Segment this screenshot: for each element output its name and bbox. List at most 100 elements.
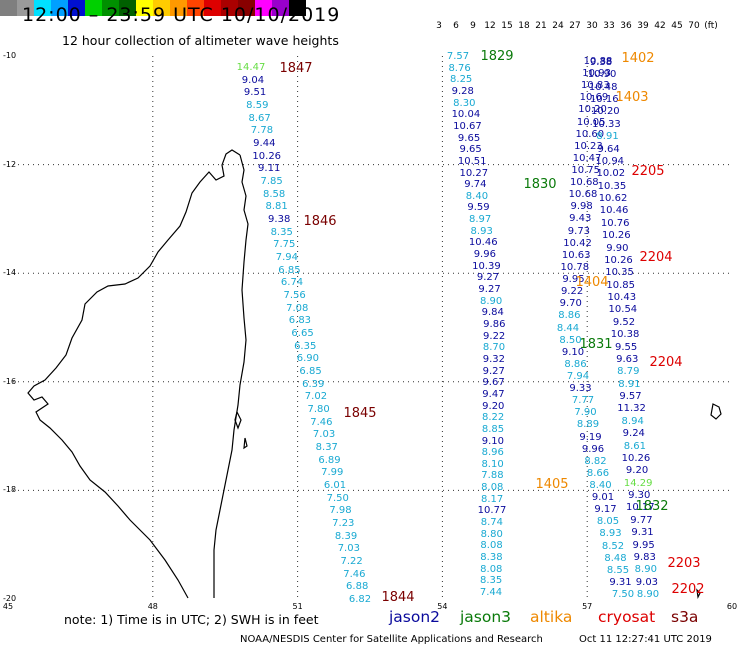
swh-value-label: 8.40 [589, 479, 612, 491]
lon-tick-label: 45 [2, 602, 14, 611]
swh-value-label: 10.26 [252, 150, 282, 162]
satellite-s3a: s3a [671, 608, 699, 626]
swh-value-label: 9.17 [594, 504, 617, 516]
swh-value-label: 8.30 [453, 97, 476, 109]
swh-value-label: 10.02 [596, 168, 626, 180]
lat-lon-grid [8, 56, 732, 599]
swh-value-label: 8.08 [481, 482, 504, 494]
swh-value-label: 8.90 [480, 295, 503, 307]
swh-value-label: 6.90 [296, 353, 320, 365]
swh-value-label: 10.68 [570, 177, 599, 189]
swh-value-label: 9.03 [635, 576, 659, 588]
satellite-jason3: jason3 [460, 608, 512, 626]
pass-time-label: 1831 [579, 337, 613, 352]
swh-value-label: 8.38 [480, 552, 503, 564]
pass-time-label: 1403 [615, 90, 649, 105]
coastline-islet-1 [234, 410, 242, 430]
swh-value-label: 8.10 [481, 458, 504, 470]
swh-value-label: 7.50 [326, 492, 349, 504]
legend-swatch [272, 0, 289, 16]
swh-value-label: 10.62 [598, 193, 628, 205]
legend-label: 33 [603, 21, 615, 31]
mauritius-island [696, 588, 701, 599]
legend-swatch [119, 0, 136, 16]
legend-swatch [136, 0, 153, 16]
swh-value-label: 8.89 [576, 419, 600, 431]
swh-value-label: 8.58 [262, 188, 286, 200]
swh-value-label: 9.95 [632, 539, 655, 551]
swh-value-label: 6.85 [299, 366, 322, 377]
swh-value-label: 8.80 [480, 528, 503, 540]
swh-value-label: 10.38 [610, 329, 640, 341]
swh-value-label: 10.47 [572, 152, 602, 164]
coastline-madagascar [27, 149, 241, 599]
swh-value-label: 8.35 [480, 575, 503, 587]
swh-value-label: 8.94 [621, 415, 644, 427]
pass-time-label: 1402 [621, 51, 655, 66]
swh-value-label: 7.03 [337, 543, 360, 555]
swh-value-label: 10.35 [597, 180, 627, 192]
legend-swatch [0, 0, 17, 16]
swh-value-label: 8.81 [265, 201, 288, 213]
swh-value-label: 7.56 [283, 290, 306, 301]
credit-line: NOAA/NESDIS Center for Satellite Applica… [240, 634, 543, 645]
legend-swatch [187, 0, 204, 16]
swh-value-label: 9.10 [561, 346, 585, 358]
legend-swatch [51, 0, 68, 16]
reunion-island [710, 403, 722, 420]
legend-label: 24 [552, 21, 564, 31]
satellite-jason2: jason2 [389, 608, 441, 626]
legend-label: 39 [637, 21, 649, 31]
legend-label: 15 [501, 21, 513, 31]
swh-value-label: 9.65 [457, 132, 481, 144]
swh-value-label: 9.19 [579, 431, 602, 443]
swh-value-label: 8.50 [559, 334, 582, 346]
swh-value-label: 7.57 [446, 51, 470, 62]
swh-value-label: 10.26 [601, 230, 631, 242]
legend-label: 12 [484, 21, 496, 31]
legend-label: 9 [470, 21, 476, 31]
pass-time-label: 2202 [671, 582, 705, 597]
footer-note: note: 1) Time is in UTC; 2) SWH is in fe… [64, 612, 319, 627]
swh-value-label: 9.20 [482, 400, 505, 412]
swh-value-label: 10.60 [575, 128, 605, 140]
swh-value-label: 9.11 [258, 163, 281, 175]
swh-value-label: 6.65 [291, 328, 314, 339]
swh-value-label: 8.93 [470, 225, 493, 237]
swh-value-label: 8.05 [596, 516, 620, 528]
swh-value-label: 9.65 [459, 144, 482, 156]
swh-value-label: 10.42 [563, 237, 592, 249]
swh-value-label: 9.22 [560, 286, 584, 298]
swh-value-label: 9.70 [559, 298, 582, 310]
swh-value-label: 9.98 [570, 201, 593, 213]
legend-label: 42 [654, 21, 666, 31]
swh-value-label: 10.20 [578, 104, 607, 116]
swh-value-label: 8.93 [599, 528, 622, 540]
swh-value-label: 9.86 [483, 319, 506, 330]
legend-label: 18 [518, 21, 530, 31]
legend-swatch [170, 0, 187, 16]
swh-value-label: 9.63 [616, 353, 639, 365]
swh-value-label: 9.27 [482, 365, 505, 377]
swh-value-label: 10.43 [607, 292, 637, 304]
swh-value-label: 9.31 [609, 576, 632, 588]
swh-value-label: 10.16 [589, 94, 619, 106]
legend-swatch [85, 0, 102, 16]
pass-time-label: 1405 [535, 477, 569, 492]
swh-value-label: 8.74 [480, 517, 503, 529]
swh-value-label: 7.08 [286, 302, 309, 314]
map-frame [7, 55, 733, 600]
swh-value-label: 9.77 [630, 514, 653, 526]
legend-label: 6 [453, 21, 459, 31]
swh-value-label: 8.61 [623, 440, 647, 452]
swh-value-label: 8.85 [481, 423, 505, 435]
swh-value-label: 7.44 [479, 587, 503, 598]
legend-swatch [289, 0, 306, 16]
legend-swatch [204, 0, 221, 16]
legend-swatch [153, 0, 170, 16]
swh-value-label: 9.47 [482, 388, 505, 400]
swh-value-label: 8.37 [315, 442, 338, 453]
legend-label: 30 [586, 21, 598, 31]
lat-tick-label: -10 [3, 51, 17, 60]
